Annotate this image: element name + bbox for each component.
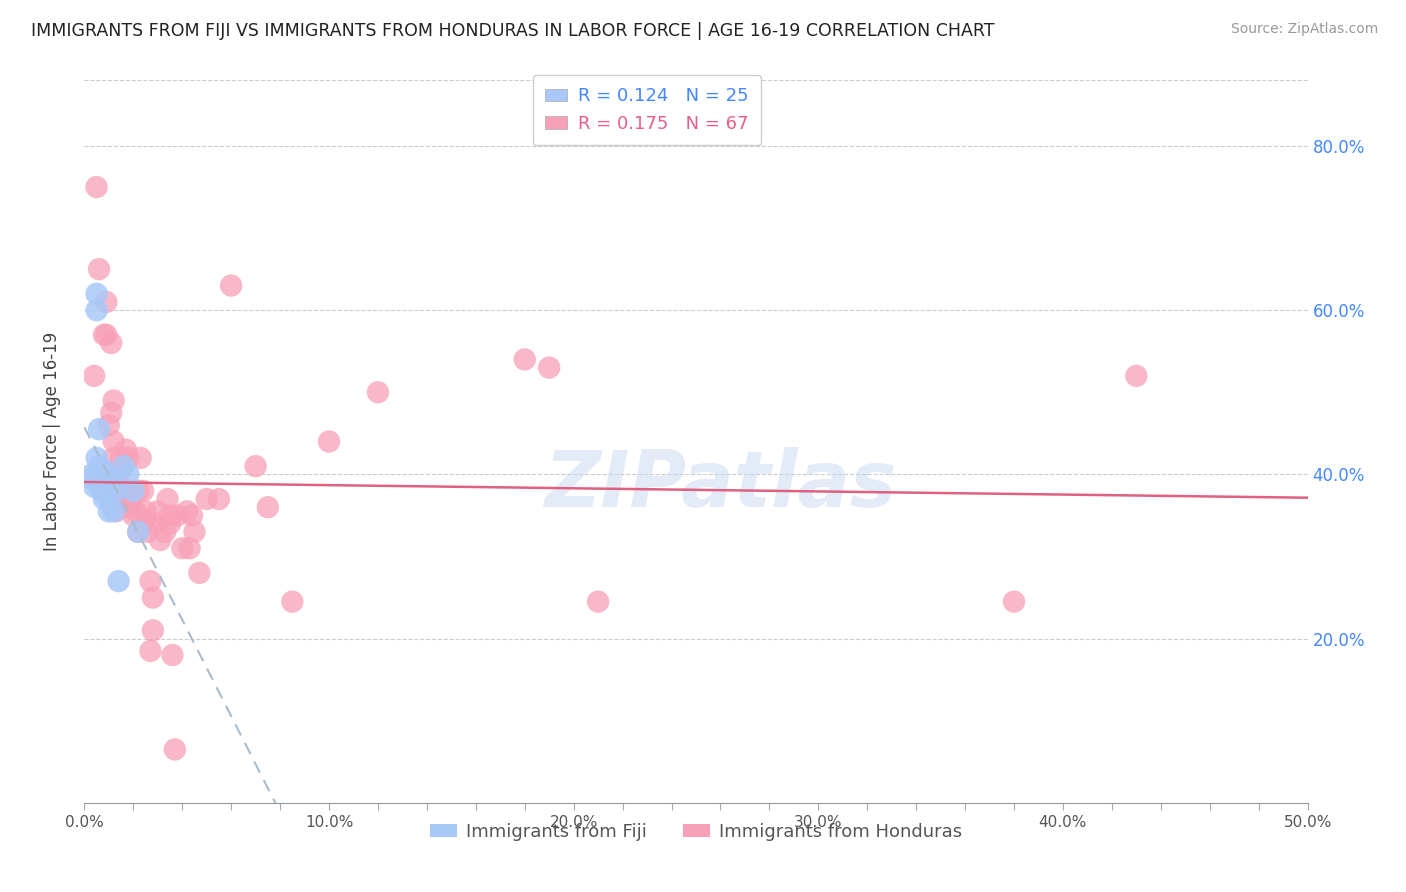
Point <box>80 467 103 482</box>
Point <box>115 442 138 457</box>
Point <box>142 624 165 638</box>
Point <box>97 504 120 518</box>
Point <box>159 516 181 531</box>
Point <box>87 422 110 436</box>
Point <box>181 508 204 523</box>
Point <box>149 533 172 547</box>
Point <box>86 450 108 465</box>
Text: ZIPatlas: ZIPatlas <box>544 447 897 523</box>
Point <box>120 491 142 506</box>
Point <box>96 488 118 502</box>
Point <box>100 336 122 351</box>
Point <box>117 483 139 498</box>
Point <box>586 594 609 608</box>
Point <box>143 516 166 531</box>
Point <box>129 450 152 465</box>
Point <box>127 483 149 498</box>
Point <box>107 467 129 482</box>
Point <box>107 483 129 498</box>
Point <box>83 480 105 494</box>
Point <box>125 504 148 518</box>
Point <box>93 483 115 498</box>
Point <box>93 463 115 477</box>
Point <box>97 418 120 433</box>
Point <box>156 491 179 506</box>
Point <box>208 491 231 506</box>
Point <box>107 574 129 588</box>
Point <box>142 591 165 605</box>
Point <box>90 475 112 490</box>
Point <box>103 393 125 408</box>
Point <box>110 450 132 465</box>
Point <box>127 524 149 539</box>
Point <box>513 352 536 367</box>
Point <box>127 524 149 539</box>
Point <box>166 508 188 523</box>
Point <box>257 500 280 515</box>
Point <box>135 504 157 518</box>
Point <box>83 368 105 383</box>
Point <box>105 483 128 498</box>
Point <box>110 463 132 477</box>
Point <box>93 327 115 342</box>
Point <box>97 483 120 498</box>
Point <box>80 471 103 485</box>
Point <box>136 524 159 539</box>
Point <box>146 504 169 518</box>
Point <box>195 491 218 506</box>
Point <box>90 483 112 498</box>
Point <box>117 467 139 482</box>
Point <box>112 496 135 510</box>
Point <box>122 483 145 498</box>
Point <box>103 450 125 465</box>
Point <box>100 406 122 420</box>
Point <box>96 471 118 485</box>
Point <box>188 566 211 580</box>
Point <box>538 360 561 375</box>
Point <box>153 524 176 539</box>
Point <box>139 574 162 588</box>
Point <box>103 504 125 518</box>
Point <box>87 459 110 474</box>
Point <box>87 262 110 277</box>
Y-axis label: In Labor Force | Age 16-19: In Labor Force | Age 16-19 <box>42 332 60 551</box>
Point <box>163 742 186 756</box>
Point <box>105 504 128 518</box>
Point <box>117 450 139 465</box>
Point <box>132 483 155 498</box>
Point <box>159 508 181 523</box>
Point <box>176 504 198 518</box>
Point <box>281 594 304 608</box>
Text: IMMIGRANTS FROM FIJI VS IMMIGRANTS FROM HONDURAS IN LABOR FORCE | AGE 16-19 CORR: IMMIGRANTS FROM FIJI VS IMMIGRANTS FROM … <box>31 22 994 40</box>
Point <box>367 385 389 400</box>
Point <box>112 459 135 474</box>
Point <box>172 541 194 556</box>
Point <box>135 512 157 526</box>
Point <box>245 459 267 474</box>
Point <box>90 475 112 490</box>
Point <box>179 541 201 556</box>
Point <box>93 491 115 506</box>
Point <box>86 286 108 301</box>
Point <box>86 303 108 318</box>
Point <box>96 327 118 342</box>
Point <box>103 434 125 449</box>
Legend: Immigrants from Fiji, Immigrants from Honduras: Immigrants from Fiji, Immigrants from Ho… <box>423 815 969 848</box>
Point <box>100 471 122 485</box>
Point <box>1125 368 1147 383</box>
Point <box>183 524 205 539</box>
Point <box>96 295 118 310</box>
Point <box>318 434 340 449</box>
Point <box>139 644 162 658</box>
Point <box>162 648 184 662</box>
Text: Source: ZipAtlas.com: Source: ZipAtlas.com <box>1230 22 1378 37</box>
Point <box>112 496 135 510</box>
Point <box>86 180 108 194</box>
Point <box>1002 594 1025 608</box>
Point <box>120 500 142 515</box>
Point <box>219 278 242 293</box>
Point <box>122 508 145 523</box>
